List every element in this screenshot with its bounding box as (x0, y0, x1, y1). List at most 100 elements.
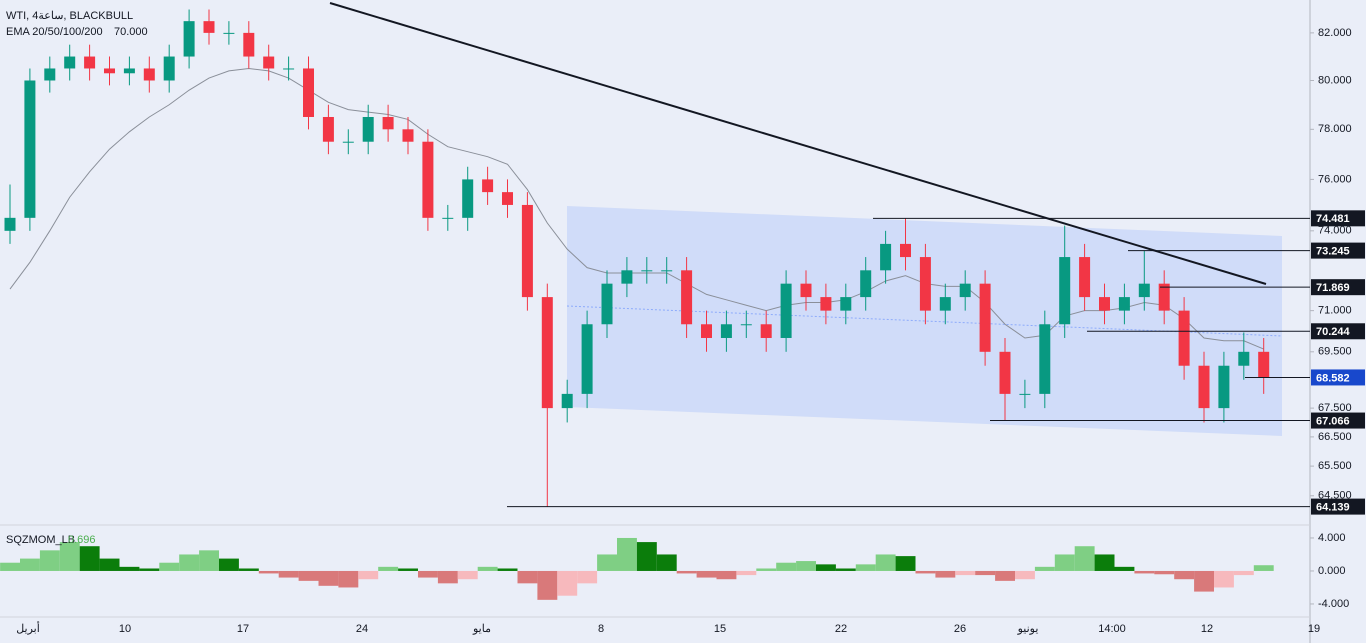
momentum-bar (816, 564, 836, 571)
candle-body (880, 243, 892, 271)
momentum-bar (179, 554, 200, 571)
candle-body (541, 297, 553, 409)
candle-body (123, 68, 135, 74)
last-price-bg (1311, 369, 1365, 386)
x-tick-label: 24 (356, 623, 368, 635)
candle-body (780, 283, 792, 338)
momentum-bar (1034, 566, 1055, 571)
y-tick-label: 78.000 (1318, 123, 1352, 135)
ema-value: 70.000 (114, 26, 148, 38)
candle-body (382, 116, 394, 130)
candle-body (1099, 297, 1110, 311)
momentum-bar (855, 564, 876, 571)
candle-body (1138, 283, 1150, 298)
y-tick-label: 69.500 (1318, 346, 1352, 358)
level-label-bg (1311, 412, 1365, 429)
x-tick-label: 22 (835, 623, 847, 635)
candle-body (701, 324, 712, 338)
ema-title: EMA 20/50/100/200 (6, 26, 103, 38)
y-tick-label: 76.000 (1318, 173, 1352, 185)
momentum-bar (1154, 570, 1175, 575)
candle-body (1178, 310, 1190, 366)
momentum-bar (418, 570, 438, 578)
momentum-bar (597, 554, 617, 571)
x-tick-label: 14:00 (1098, 623, 1126, 635)
x-tick-label: 8 (598, 623, 604, 635)
y-tick-label: 80.000 (1318, 74, 1352, 86)
candle-body (4, 217, 16, 231)
candle-body (1039, 324, 1051, 394)
momentum-bar (0, 562, 20, 571)
candle-body (44, 68, 56, 81)
momentum-bar (59, 542, 80, 571)
momentum-bar (378, 566, 399, 571)
level-label-bg (1311, 242, 1365, 259)
candle-body (760, 324, 772, 338)
momentum-bar (935, 570, 956, 578)
candle-body (1158, 283, 1170, 311)
candle-body (919, 257, 931, 311)
momentum-bar (99, 558, 120, 571)
y-tick-label: 82.000 (1318, 27, 1352, 39)
momentum-bar (1174, 570, 1195, 580)
momentum-bar (577, 570, 598, 584)
momentum-bar (497, 568, 518, 571)
x-tick-label: يونيو (1017, 623, 1039, 635)
momentum-bar (537, 570, 558, 600)
candle-body (1079, 257, 1091, 298)
candle-body (462, 179, 474, 218)
candle-body (681, 270, 693, 325)
x-tick-label: 19 (1308, 623, 1320, 635)
candle-body (959, 283, 971, 298)
candle-body (482, 179, 494, 193)
candle-body (1258, 351, 1270, 378)
candle-body (900, 243, 911, 258)
candle-body (1019, 393, 1031, 395)
momentum-bar (219, 558, 239, 571)
y-tick-label: 67.500 (1318, 402, 1352, 414)
ema-line (9, 67, 1264, 350)
momentum-bar (1074, 546, 1095, 571)
momentum-bar (437, 570, 458, 584)
momentum-bar (895, 556, 916, 571)
candle-body (1198, 365, 1210, 409)
candle-body (1238, 351, 1250, 366)
candle-body (581, 324, 593, 394)
candle-body (303, 68, 314, 117)
momentum-bar (975, 570, 996, 576)
candle-body (283, 68, 295, 70)
momentum-bar (79, 546, 100, 571)
candle-body (402, 129, 414, 142)
candle-body (64, 56, 76, 69)
momentum-bar (756, 568, 777, 571)
candle-body (641, 270, 653, 272)
momentum-bar (1233, 570, 1254, 576)
level-label: 67.066 (1316, 415, 1350, 427)
indicator-value: 0.696 (68, 534, 96, 546)
candle-body (442, 217, 454, 219)
y-tick-label: 4.000 (1318, 532, 1346, 544)
x-tick-label: 15 (714, 623, 726, 635)
last-price-label: 68.582 (1316, 372, 1350, 384)
candle-body (939, 297, 951, 311)
level-label: 74.481 (1316, 213, 1350, 225)
candle-body (322, 116, 334, 142)
candle-body (1118, 297, 1130, 311)
momentum-bar (656, 554, 677, 571)
momentum-bar (1214, 570, 1234, 588)
momentum-bar (398, 568, 418, 571)
channel (567, 206, 1282, 436)
momentum-bar (1134, 570, 1155, 574)
candle-body (84, 56, 96, 69)
candle-body (521, 204, 533, 298)
momentum-bar (1054, 554, 1075, 571)
candle-body (163, 56, 175, 81)
candle-body (243, 32, 255, 57)
momentum-bar (1194, 570, 1214, 592)
candle-body (183, 21, 195, 57)
momentum-bar (875, 554, 896, 571)
momentum-bar (1114, 566, 1135, 571)
candle-body (800, 283, 812, 298)
level-label: 70.244 (1316, 326, 1351, 338)
